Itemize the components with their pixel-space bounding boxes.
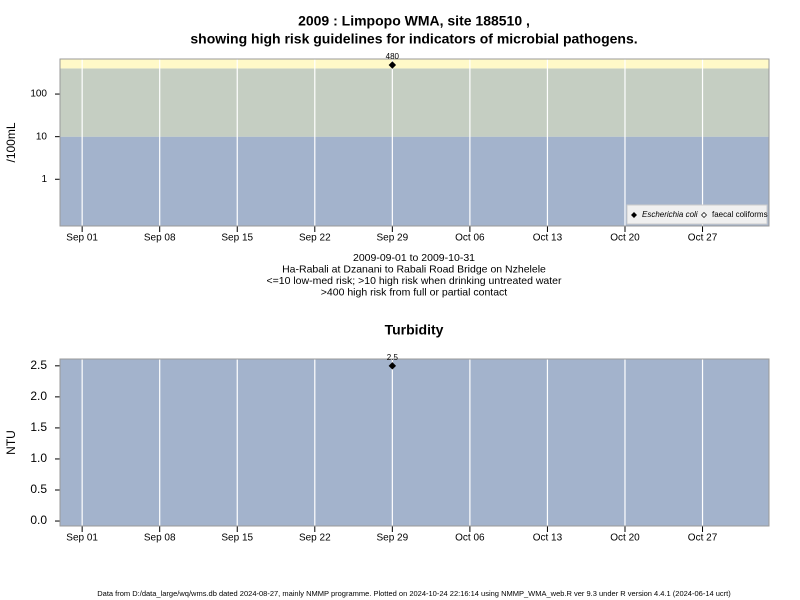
guideline-band xyxy=(60,68,769,137)
legend-label: Escherichia coli xyxy=(642,210,698,219)
y-axis-label: NTU xyxy=(4,430,18,455)
note: Ha-Rabali at Dzanani to Rabali Road Brid… xyxy=(282,263,546,275)
plot-frame xyxy=(59,358,770,527)
x-tick-label: Sep 08 xyxy=(144,233,176,244)
legend-box xyxy=(626,204,768,225)
chart-title: Turbidity xyxy=(385,322,444,338)
x-tick-label: Oct 27 xyxy=(688,533,718,544)
legend-marker xyxy=(701,212,707,218)
note: >400 high risk from full or partial cont… xyxy=(321,286,508,298)
x-tick-label: Sep 22 xyxy=(299,533,331,544)
x-tick-label: Oct 06 xyxy=(455,533,485,544)
guideline-band xyxy=(60,359,769,526)
x-tick-label: Sep 01 xyxy=(66,233,98,244)
y-tick-label: 2.5 xyxy=(30,358,47,372)
data-point xyxy=(388,61,397,69)
y-tick-label: 10 xyxy=(36,131,48,142)
x-tick-label: Sep 15 xyxy=(221,533,253,544)
y-tick-label: 100 xyxy=(30,89,47,100)
x-tick-label: Oct 27 xyxy=(688,233,718,244)
y-tick-label: 2.0 xyxy=(30,389,47,403)
x-tick-label: Sep 01 xyxy=(66,533,98,544)
guideline-band xyxy=(60,59,769,69)
plot-frame xyxy=(59,58,770,227)
y-tick-label: 1.0 xyxy=(30,451,47,465)
y-tick-label: 0.0 xyxy=(30,513,47,527)
legend-marker xyxy=(631,212,637,218)
x-tick-label: Oct 13 xyxy=(533,233,563,244)
data-point xyxy=(388,362,397,370)
x-tick-label: Sep 08 xyxy=(144,533,176,544)
legend-label: faecal coliforms xyxy=(712,210,768,219)
footer: Data from D:/data_large/wq/wms.db dated … xyxy=(97,589,731,598)
y-axis-label: /100mL xyxy=(4,122,18,162)
y-tick-label: 1.5 xyxy=(30,420,47,434)
x-tick-label: Sep 15 xyxy=(221,233,253,244)
note: 2009-09-01 to 2009-10-31 xyxy=(353,252,475,264)
x-tick-label: Sep 22 xyxy=(299,233,331,244)
x-tick-label: Oct 20 xyxy=(610,233,640,244)
chart-subtitle: showing high risk guidelines for indicat… xyxy=(190,31,637,47)
y-tick-label: 0.5 xyxy=(30,482,47,496)
x-tick-label: Sep 29 xyxy=(376,533,408,544)
data-label: 480 xyxy=(386,52,400,61)
x-tick-label: Oct 06 xyxy=(455,233,485,244)
data-label: 2.5 xyxy=(387,353,399,362)
note: <=10 low-med risk; >10 high risk when dr… xyxy=(266,275,562,287)
x-tick-label: Oct 20 xyxy=(610,533,640,544)
chart-title: 2009 : Limpopo WMA, site 188510 , xyxy=(298,13,530,29)
x-tick-label: Oct 13 xyxy=(533,533,563,544)
y-tick-label: 1 xyxy=(41,174,47,185)
x-tick-label: Sep 29 xyxy=(376,233,408,244)
